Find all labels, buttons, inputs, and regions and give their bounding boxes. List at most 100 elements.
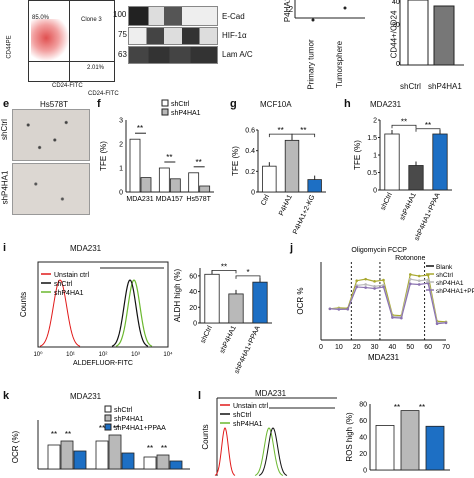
data-point xyxy=(408,277,412,281)
x-tick-label: 30 xyxy=(371,344,379,351)
flow-xlabel: CD24-FITC xyxy=(52,83,83,89)
bar xyxy=(108,434,122,470)
panel-h-letter: h xyxy=(344,98,351,110)
sig-marker: ** xyxy=(147,444,153,453)
x-tick-label: 10⁰ xyxy=(33,351,43,358)
y-axis-label: OCR % xyxy=(296,287,305,314)
sig-marker: ** xyxy=(300,126,306,135)
data-point xyxy=(346,307,350,311)
y-tick-label: 1.5 xyxy=(367,135,377,142)
y-tick-label: 0.4 xyxy=(245,148,255,155)
x-tick-label: shP4HA1+PPAA xyxy=(234,325,262,375)
histogram-curve xyxy=(258,427,288,476)
y-tick-label: 0 xyxy=(363,468,367,475)
p4ha1-xtick-1: Primary tumor xyxy=(306,39,316,90)
y-axis-label: ALDH high (%) xyxy=(173,268,182,322)
y-axis-label: TFE (%) xyxy=(231,146,240,176)
y-axis-label: Counts xyxy=(19,292,28,317)
panel-h-title: MDA231 xyxy=(370,100,402,109)
bar xyxy=(252,281,268,324)
panel-e-letter: e xyxy=(3,98,10,110)
annotation: Oligomycin FCCP xyxy=(351,247,407,254)
chart-h: 0 0.5 1 1.5 2 TFE (%) shCtrl shP4HA1shP4HA1+PPA… xyxy=(353,117,452,242)
bar xyxy=(140,177,152,193)
marker-63: 63 xyxy=(118,50,127,59)
x-tick-label: 40 xyxy=(389,344,397,351)
chart-f: 0 1 2 3 TFE (%) ** MDA231 ** MDA157 ** Hs578T shCtr… xyxy=(99,99,214,203)
x-tick-label: shP4HA1+PPAA xyxy=(414,192,442,242)
sig-marker: ** xyxy=(65,430,71,439)
bar xyxy=(158,167,170,193)
quadrant-lr: 2.01% xyxy=(87,65,105,71)
sig-bracket xyxy=(235,275,261,279)
series-line xyxy=(329,273,447,323)
data-point xyxy=(417,283,421,286)
flow-dots xyxy=(31,19,69,61)
panel-l-letter: l xyxy=(198,390,202,402)
blot-xlabel: CD24-FITC xyxy=(88,91,119,97)
panel-i-letter: i xyxy=(3,242,7,254)
data-point xyxy=(391,316,394,319)
y-tick-label: 1 xyxy=(373,153,377,160)
y-tick-label: 60 xyxy=(189,273,197,280)
y-axis-label: OCR (%) xyxy=(11,430,20,463)
y-tick-label: 20 xyxy=(359,451,367,458)
legend-label: shP4HA1 xyxy=(233,421,263,428)
data-point xyxy=(382,278,385,282)
legend-label: shP4HA1+PPAA xyxy=(114,425,166,432)
x-tick-label: 60 xyxy=(424,344,432,351)
x-tick-label: 10⁴ xyxy=(163,351,173,358)
p4ha1-xtick-2: Tumorsphere xyxy=(335,40,345,89)
bar xyxy=(129,138,141,193)
microscopy-shp4ha1 xyxy=(12,163,90,215)
x-tick-label: 10¹ xyxy=(66,352,75,358)
legend-swatch xyxy=(161,99,169,107)
histogram-curve xyxy=(214,427,236,476)
data-point xyxy=(382,283,385,287)
lane-ecad: E-Cad xyxy=(222,12,245,21)
sig-marker: * xyxy=(246,268,249,277)
chart-j: OCR % 0 10 20 30 40 50 60 70 MDA231 Oligomycin FCC… xyxy=(296,247,474,362)
data-point xyxy=(364,286,367,289)
y-tick-label: 40 xyxy=(189,289,197,296)
panel-e-row2: shP4HA1 xyxy=(0,170,10,205)
x-tick-label: P4HA1 xyxy=(278,194,294,217)
legend-label: shP4HA1 xyxy=(171,110,201,117)
legend-label: shCtrl xyxy=(233,412,252,419)
sig-bracket xyxy=(391,124,417,129)
sig-bracket xyxy=(211,269,237,274)
histogram-i: Counts ALDEFLUOR-FITC 10⁰ 10¹ 10² 10³ 10⁴ Unsta… xyxy=(19,261,173,367)
data-point xyxy=(444,321,448,325)
cd44-xtick-2: shP4HA1 xyxy=(428,82,462,91)
legend-label: shCtrl xyxy=(436,272,454,279)
series-line xyxy=(329,282,447,325)
x-tick-label: P4HA1+2-KG xyxy=(292,194,316,236)
cd44-bars: 40 20 0 xyxy=(392,0,464,68)
data-point xyxy=(373,285,376,288)
sig-bracket xyxy=(415,128,441,132)
legend-label: shP4HA1 xyxy=(114,416,144,423)
bar xyxy=(375,425,395,471)
sig-marker: ** xyxy=(425,121,431,130)
y-axis-label: TFE (%) xyxy=(99,141,108,171)
histogram-curve xyxy=(39,279,81,347)
x-axis-label: ALDEFLUOR-FITC xyxy=(73,360,133,367)
x-tick-label: 70 xyxy=(442,344,450,351)
p4ha1-mini-plot xyxy=(294,0,365,22)
histogram-l: Counts Unstain ctrl shCtrl shP4HA1 xyxy=(201,397,337,476)
x-tick-label: 10³ xyxy=(131,352,140,358)
marker-75: 75 xyxy=(118,30,127,39)
sig-marker: ** xyxy=(166,153,172,162)
bar xyxy=(169,460,183,470)
data-point xyxy=(373,287,376,290)
annotation: Rotonone xyxy=(395,255,425,262)
data-point xyxy=(417,279,421,283)
svg-text:0: 0 xyxy=(396,61,400,68)
data-point xyxy=(400,316,403,320)
bar xyxy=(169,178,181,193)
x-tick-label: 20 xyxy=(353,344,361,351)
data-point xyxy=(417,274,421,278)
y-axis-label: Counts xyxy=(201,424,210,449)
x-tick-label: 0 xyxy=(319,344,323,351)
